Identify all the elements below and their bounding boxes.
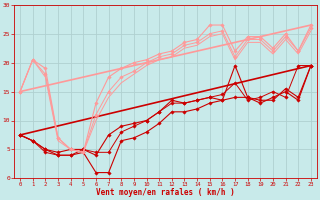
X-axis label: Vent moyen/en rafales ( km/h ): Vent moyen/en rafales ( km/h ) <box>96 188 235 197</box>
